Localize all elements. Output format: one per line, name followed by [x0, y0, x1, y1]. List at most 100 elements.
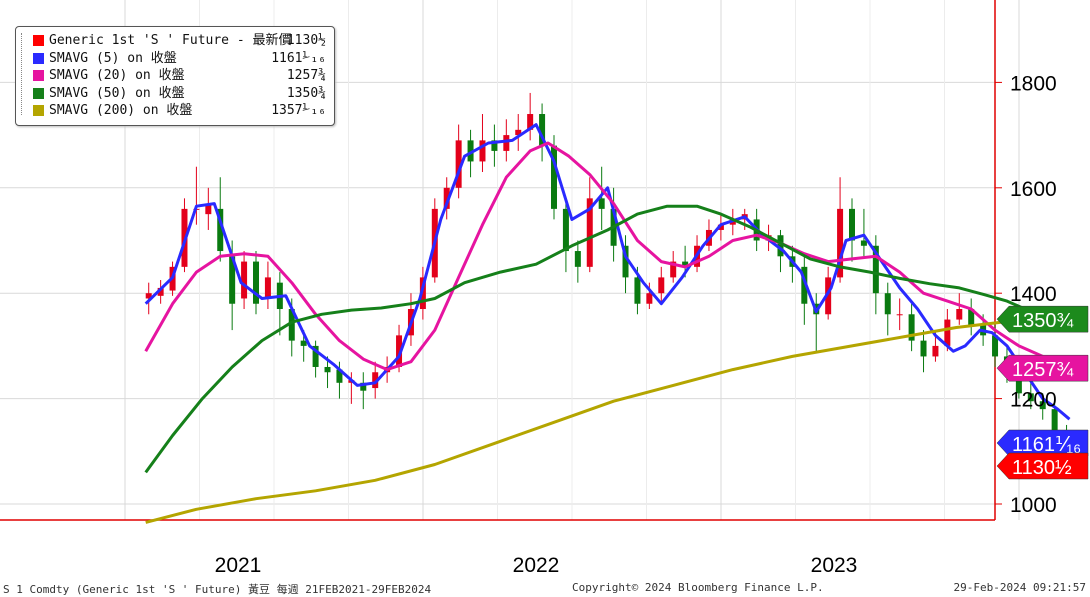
legend-swatch-sma200: [33, 105, 44, 116]
candle-body: [646, 293, 653, 304]
y-tick-label: 1400: [1010, 283, 1057, 306]
price-tag: [996, 305, 1089, 333]
candle-body: [419, 277, 426, 310]
legend-item-sma50: SMAVG (50) on 收盤 1350¾: [16, 85, 334, 103]
candle-body: [801, 266, 808, 304]
candle-body: [145, 293, 152, 299]
legend-swatch-sma50: [33, 87, 44, 99]
footer-ticker-info: S 1 Comdty (Generic 1st 'S ' Future) 黃豆 …: [3, 583, 432, 596]
candle-body: [992, 335, 999, 357]
y-tick-label: 1000: [1010, 494, 1057, 517]
legend-value: 1357⅟₁₆: [271, 103, 326, 118]
y-tick-label: 1200: [1010, 389, 1057, 412]
ma-line-20: [144, 141, 1071, 372]
moving-average-lines: [144, 123, 1071, 524]
axis-labels: 100012001400160018002021202220232024: [215, 72, 1057, 577]
candle-body: [515, 129, 522, 136]
candle-body: [205, 203, 212, 215]
x-tick-label: 2022: [513, 554, 560, 577]
legend-label: SMAVG (20) on 收盤: [49, 68, 185, 83]
candle-body: [956, 309, 963, 320]
candle-body: [539, 114, 546, 146]
price-tag: [996, 452, 1089, 480]
candle-body: [1027, 393, 1034, 402]
candle-body: [312, 345, 319, 367]
price-tag: [996, 429, 1089, 457]
candle-body: [884, 293, 891, 315]
candle-body: [670, 261, 677, 278]
candle-body: [288, 309, 295, 341]
candle-body: [253, 261, 259, 304]
legend-value: 1130½: [286, 33, 326, 48]
candle-body: [217, 208, 224, 252]
candle-body: [443, 187, 450, 209]
candle-body: [229, 256, 236, 304]
candle-body: [944, 319, 951, 346]
price-tag-label: 1161⅟₁₆: [1012, 434, 1081, 456]
candle-body: [324, 366, 331, 373]
candle-body: [920, 340, 927, 357]
legend-item-sma20: SMAVG (20) on 收盤 1257¾: [16, 67, 334, 85]
legend-label: SMAVG (50) on 收盤: [49, 85, 185, 101]
candle-body: [968, 309, 975, 325]
price-tag-label: 1130½: [1012, 457, 1072, 479]
candle-body: [574, 251, 581, 267]
candlesticks: [145, 92, 1070, 441]
legend-swatch-sma20: [33, 70, 44, 81]
y-tick-label: 1600: [1010, 178, 1057, 201]
candle-body: [157, 287, 164, 296]
price-tag-label: 1257¾: [1012, 359, 1073, 381]
legend-swatch-sma5: [33, 52, 44, 64]
ma-line-50: [144, 204, 1070, 474]
legend-value: 1161⅟₁₆: [271, 50, 326, 66]
candle-body: [551, 145, 557, 209]
legend-value: 1350¾: [286, 85, 326, 101]
ma-line-200: [145, 314, 1070, 524]
candle-body: [479, 140, 486, 162]
footer-copyright: Copyright© 2024 Bloomberg Finance L.P.: [572, 581, 824, 594]
candle-body: [336, 369, 343, 383]
candle-body: [932, 345, 939, 357]
candle-body: [1015, 372, 1022, 394]
candle-body: [491, 140, 498, 151]
legend-item-price: Generic 1st 'S ' Future - 最新價 1130½: [16, 32, 334, 50]
legend-label: SMAVG (5) on 收盤: [49, 50, 177, 66]
candle-body: [562, 208, 569, 252]
candle-body: [372, 372, 379, 389]
candle-body: [872, 245, 879, 294]
legend-item-sma5: SMAVG (5) on 收盤 1161⅟₁₆: [16, 50, 334, 68]
legend-swatch-price: [33, 35, 44, 46]
legend-label: Generic 1st 'S ' Future - 最新價: [49, 33, 292, 48]
candle-body: [264, 277, 271, 299]
candle-body: [622, 245, 629, 278]
candle-body: [682, 261, 689, 267]
candle-body: [860, 240, 867, 246]
candle-body: [455, 140, 462, 188]
footer-timestamp: 29-Feb-2024 09:21:57: [953, 581, 1086, 594]
candle-body: [527, 114, 534, 130]
candle-body: [396, 335, 403, 367]
candle-body: [849, 208, 855, 241]
price-tag-label: 1350¾: [1012, 310, 1073, 332]
candle-body: [241, 261, 248, 299]
legend-label: SMAVG (200) on 收盤: [49, 103, 193, 118]
price-tag: [996, 354, 1089, 382]
candle-body: [837, 208, 844, 278]
legend-value: 1257¾: [286, 68, 326, 83]
chart-legend: Generic 1st 'S ' Future - 最新價 1130½ SMAV…: [15, 26, 335, 126]
candle-body: [717, 224, 724, 230]
candle-body: [1039, 401, 1046, 410]
candle-body: [300, 340, 307, 346]
candle-body: [658, 277, 665, 294]
candle-body: [360, 382, 367, 391]
candle-body: [634, 277, 641, 304]
legend-tree-lines: [21, 33, 30, 115]
candle-body: [503, 135, 510, 151]
axes: [0, 0, 1002, 521]
legend-item-sma200: SMAVG (200) on 收盤 1357⅟₁₆: [16, 102, 334, 120]
candle-body: [586, 198, 593, 267]
candle-body: [825, 277, 832, 315]
candle-body: [1051, 409, 1058, 436]
